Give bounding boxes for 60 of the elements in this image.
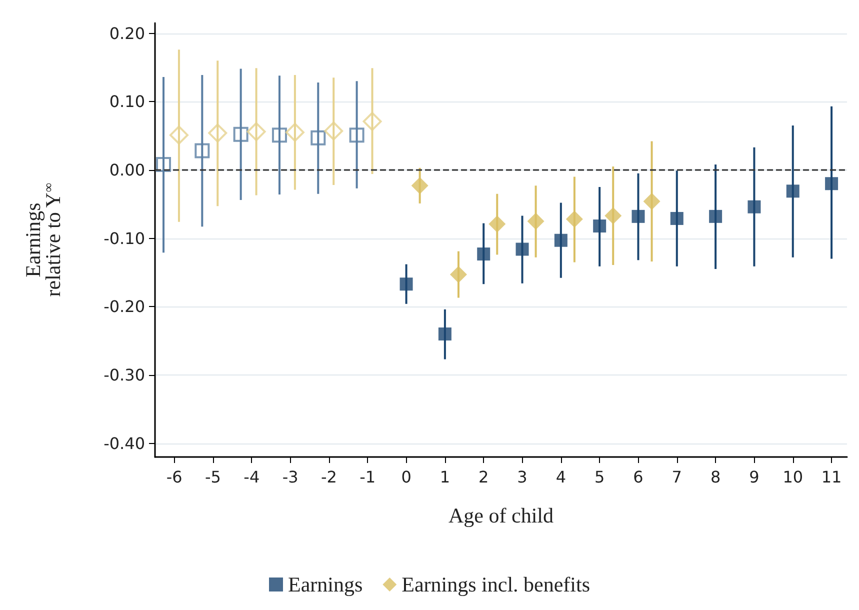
x-tick-label: -1 xyxy=(360,468,376,486)
point xyxy=(748,200,761,214)
x-tick-label: -6 xyxy=(166,468,182,486)
point xyxy=(156,156,172,172)
x-axis-title: Age of child xyxy=(448,504,554,528)
x-tick-label: 8 xyxy=(710,468,721,486)
point xyxy=(554,234,568,247)
x-tick-label: 9 xyxy=(749,468,760,486)
point xyxy=(516,242,529,256)
point xyxy=(246,122,266,142)
point xyxy=(349,128,364,143)
point xyxy=(272,128,287,143)
x-tick-label: -3 xyxy=(282,468,298,486)
x-tick-label: 11 xyxy=(821,468,842,486)
point xyxy=(411,177,428,194)
point xyxy=(169,126,188,145)
point xyxy=(438,327,452,340)
point xyxy=(208,124,228,143)
point xyxy=(604,207,622,224)
x-tick-label: 7 xyxy=(672,468,682,486)
point xyxy=(310,130,326,146)
x-tick-label: 3 xyxy=(517,468,528,486)
legend-label: Earnings incl. benefits xyxy=(402,572,590,596)
y-tick-label: 0.20 xyxy=(109,24,145,43)
point xyxy=(233,126,248,142)
x-tick-label: 1 xyxy=(440,468,450,486)
x-tick-label: -5 xyxy=(205,468,221,486)
x-tick-label: 4 xyxy=(556,468,566,486)
y-tick-label: -0.20 xyxy=(104,297,145,316)
point xyxy=(593,219,606,232)
x-tick-label: -4 xyxy=(244,468,260,486)
point xyxy=(632,210,645,223)
point xyxy=(709,210,722,223)
x-tick-label: 10 xyxy=(782,468,804,486)
point xyxy=(285,122,304,142)
point xyxy=(450,266,467,284)
point xyxy=(670,212,684,225)
x-tick-label: 5 xyxy=(594,468,605,486)
point xyxy=(324,121,344,140)
y-tick-label: -0.40 xyxy=(104,434,145,453)
point xyxy=(825,177,838,190)
x-tick-label: -2 xyxy=(320,468,337,486)
point xyxy=(566,210,583,228)
point xyxy=(786,184,800,198)
y-tick-label: 0.10 xyxy=(109,92,145,112)
y-axis-title: Earnings relative to Y∞ xyxy=(21,182,65,297)
y-tick-label: -0.30 xyxy=(104,365,145,384)
y-tick-label: -0.10 xyxy=(104,228,145,248)
x-tick-label: 0 xyxy=(401,468,412,486)
point xyxy=(194,143,210,158)
x-tick-label: 6 xyxy=(633,468,644,486)
x-tick-label: 2 xyxy=(478,468,489,486)
y-tick-label: 0.00 xyxy=(109,160,145,180)
point xyxy=(400,278,413,291)
point xyxy=(643,192,660,210)
point xyxy=(527,212,544,230)
point xyxy=(488,215,506,232)
legend-label: Earnings xyxy=(288,572,363,596)
point xyxy=(362,112,382,131)
point xyxy=(477,248,490,261)
